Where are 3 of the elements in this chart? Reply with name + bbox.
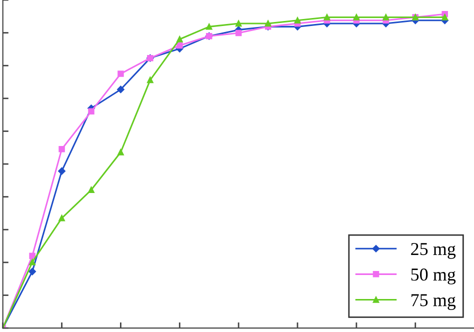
- legend-label: 50 mg: [411, 268, 456, 284]
- legend-label: 75 mg: [411, 294, 456, 310]
- legend-label: 25 mg: [411, 242, 456, 259]
